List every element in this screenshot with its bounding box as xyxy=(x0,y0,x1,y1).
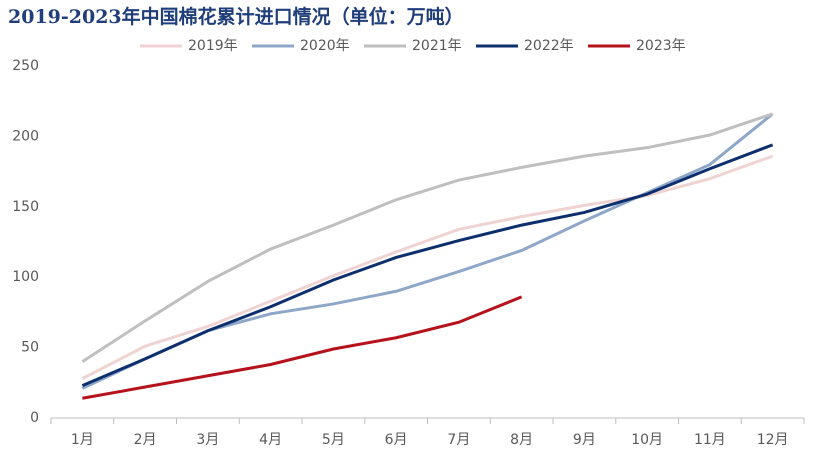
y-tick-label: 200 xyxy=(12,128,39,144)
x-tick-label: 8月 xyxy=(510,432,533,448)
x-tick-label: 2月 xyxy=(134,432,157,448)
x-tick-label: 4月 xyxy=(259,432,282,448)
legend-label: 2023年 xyxy=(636,38,686,54)
line-series xyxy=(81,143,774,387)
legend-label: 2020年 xyxy=(300,38,350,54)
line-series xyxy=(82,295,523,400)
line-series xyxy=(81,154,774,380)
x-tick-label: 5月 xyxy=(322,432,345,448)
x-tick-label: 11月 xyxy=(694,432,726,448)
x-tick-label: 10月 xyxy=(631,432,663,448)
line-series xyxy=(81,112,774,390)
y-tick-label: 0 xyxy=(30,410,39,426)
chart-title: 2019-2023年中国棉花累计进口情况（单位：万吨） xyxy=(8,5,464,28)
legend-label: 2021年 xyxy=(412,38,462,54)
x-tick-label: 6月 xyxy=(385,432,408,448)
y-tick-label: 250 xyxy=(12,58,39,74)
y-tick-label: 100 xyxy=(12,269,39,285)
y-tick-label: 150 xyxy=(12,199,39,215)
y-tick-label: 50 xyxy=(21,340,39,356)
x-tick-label: 12月 xyxy=(757,432,789,448)
x-tick-label: 9月 xyxy=(573,432,596,448)
x-tick-label: 1月 xyxy=(71,432,94,448)
x-tick-label: 7月 xyxy=(447,432,470,448)
legend-label: 2019年 xyxy=(188,38,238,54)
line-series xyxy=(81,112,774,363)
x-tick-label: 3月 xyxy=(196,432,219,448)
legend-label: 2022年 xyxy=(524,38,574,54)
